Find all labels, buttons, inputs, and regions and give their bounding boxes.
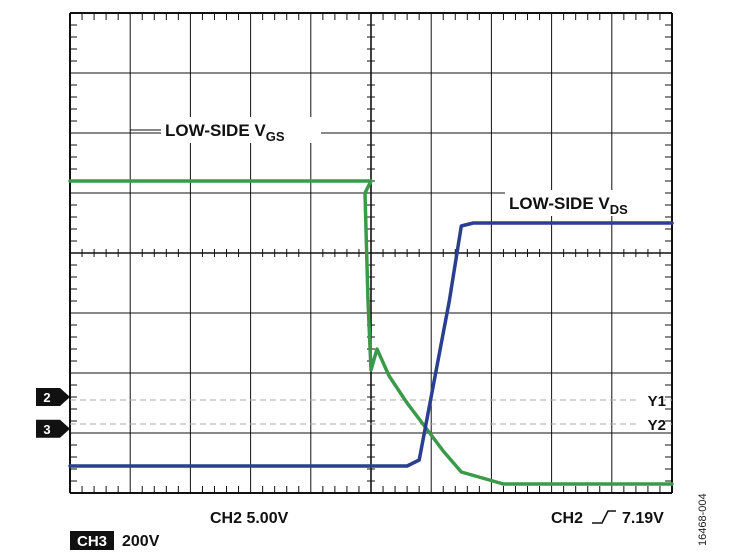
traces [68,179,674,486]
ch2-scale-readout: CH2 5.00V [210,510,289,527]
vgs-label: LOW-SIDE VGS [165,121,285,144]
vds-label-bg [505,190,665,216]
cursor-label-y1: Y1 [648,393,666,410]
figure-id: 16468-004 [697,493,709,546]
trace-low-side-vgs [68,179,674,486]
trace-low-side-vds [68,221,674,468]
cursor-label-bg [638,415,664,432]
trigger-channel-readout: CH2 [551,510,583,527]
readouts: CH2 5.00V CH2 7.19V CH3 200V [70,510,664,550]
ch2-marker-arrow [36,388,70,406]
channel-markers: 23 [36,388,70,438]
ch2-marker-number: 2 [43,390,50,405]
trigger-level-readout: 7.19V [622,510,664,527]
cursor-label-bg [638,391,664,408]
ch3-marker-number: 3 [43,422,50,437]
graticule [69,12,673,494]
ch3-marker-arrow [36,419,70,438]
cursor-label-y2: Y2 [648,417,666,434]
annotations: LOW-SIDE VGS LOW-SIDE VDS [130,117,665,217]
rising-edge-icon [592,510,616,524]
vgs-label-bg [161,117,321,143]
ch3-scale-readout: 200V [122,533,160,550]
vds-label: LOW-SIDE VDS [509,194,628,217]
ch3-tag: CH3 [77,533,107,550]
ch3-tag-bg [70,531,114,550]
